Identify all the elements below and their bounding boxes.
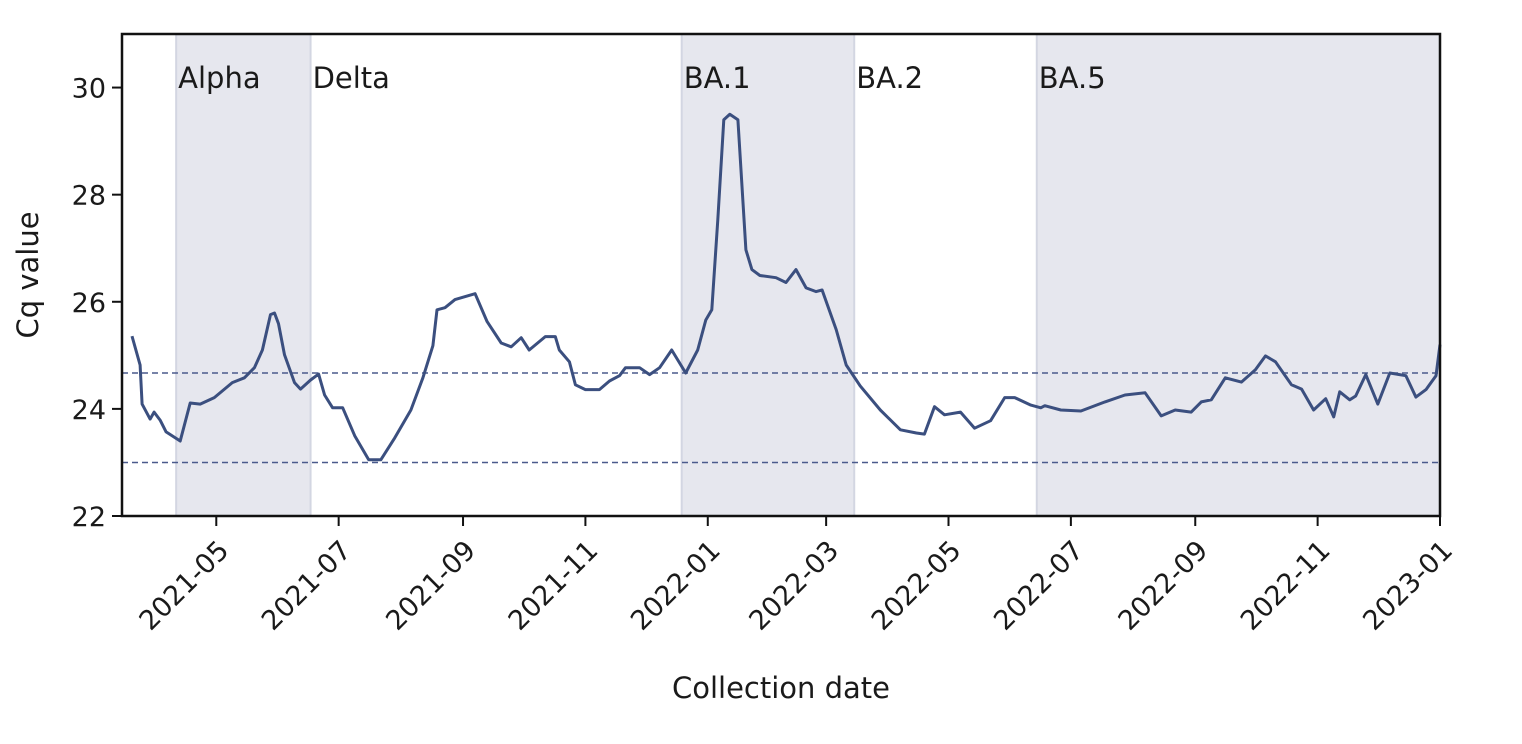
variant-shade-ba5 bbox=[1036, 34, 1440, 516]
variant-shade-ba1 bbox=[681, 34, 855, 516]
variant-label-alpha: Alpha bbox=[178, 61, 260, 95]
x-tick-label: 2022-05 bbox=[866, 535, 968, 637]
x-tick-label: 2021-09 bbox=[380, 535, 482, 637]
cq-series-line bbox=[130, 112, 1442, 462]
x-axis-label: Collection date bbox=[672, 671, 890, 705]
y-tick-label: 24 bbox=[72, 395, 106, 426]
x-axis-ticks: 2021-05 2021-07 2021-09 2021-11 2022-01 2022-… bbox=[134, 516, 1459, 637]
y-tick-label: 28 bbox=[72, 181, 106, 212]
variant-shading bbox=[175, 34, 1441, 516]
x-tick-label: 2022-01 bbox=[625, 535, 727, 637]
y-axis-label: Cq value bbox=[11, 211, 45, 338]
x-tick-label: 2022-11 bbox=[1235, 535, 1337, 637]
variant-label-ba1: BA.1 bbox=[684, 61, 751, 95]
y-tick-label: 30 bbox=[72, 74, 106, 105]
plot-frame bbox=[120, 32, 1442, 518]
y-tick-label: 22 bbox=[72, 502, 106, 533]
series-layer bbox=[130, 112, 1442, 462]
y-axis-ticks: 22 24 26 28 30 bbox=[72, 74, 122, 533]
x-tick-label: 2021-07 bbox=[256, 535, 358, 637]
variant-label-ba2: BA.2 bbox=[856, 61, 923, 95]
variant-labels: Alpha Delta BA.1 BA.2 BA.5 bbox=[178, 61, 1106, 95]
variant-shade-alpha bbox=[176, 34, 311, 516]
x-tick-label: 2023-01 bbox=[1357, 535, 1459, 637]
y-tick-label: 26 bbox=[72, 288, 106, 319]
variant-label-ba5: BA.5 bbox=[1039, 61, 1106, 95]
x-tick-label: 2021-05 bbox=[134, 535, 236, 637]
x-tick-label: 2022-03 bbox=[743, 535, 845, 637]
x-tick-label: 2022-07 bbox=[988, 535, 1090, 637]
variant-label-delta: Delta bbox=[313, 61, 390, 95]
x-tick-label: 2021-11 bbox=[503, 535, 605, 637]
x-tick-label: 2022-09 bbox=[1113, 535, 1215, 637]
